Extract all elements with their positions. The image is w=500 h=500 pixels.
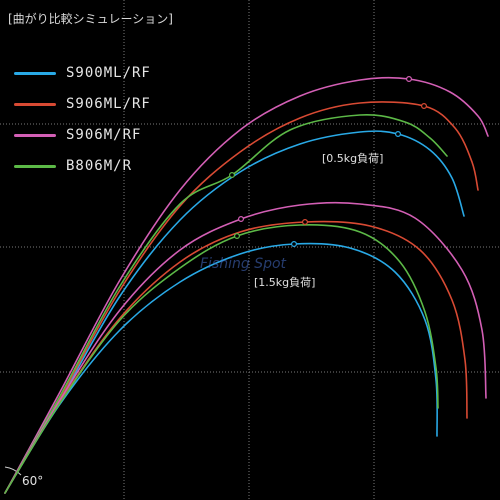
- curve-marker-0: [395, 131, 402, 138]
- angle-arc: [4, 466, 22, 476]
- legend-swatch: [14, 164, 56, 168]
- curve-s900mlrf-05kg: [4, 130, 465, 494]
- legend-label: S906ML/RF: [66, 96, 151, 112]
- angle-label: 60°: [22, 474, 44, 488]
- curve-markers: [229, 75, 428, 248]
- curve-s900mlrf-15kg: [4, 242, 438, 494]
- legend-swatch: [14, 71, 56, 75]
- curve-marker-6: [238, 216, 245, 223]
- curve-marker-3: [229, 172, 236, 179]
- legend-item-s906m: S906M/RF: [14, 125, 141, 145]
- curve-s906mrf-05kg: [4, 76, 489, 494]
- watermark-logo: Fishing Spot: [200, 256, 287, 272]
- legend-label: S900ML/RF: [66, 65, 151, 81]
- curve-marker-4: [291, 241, 298, 248]
- legend-label: B806M/R: [66, 158, 133, 174]
- curve-s906mlrf-05kg: [4, 101, 479, 494]
- legend-swatch: [14, 133, 56, 137]
- legend-item-b806m: B806M/R: [14, 156, 132, 176]
- curve-s906mlrf-15kg: [4, 220, 468, 494]
- load-label-05kg: [0.5kg負荷]: [322, 152, 384, 165]
- legend-swatch: [14, 102, 56, 106]
- bend-curves: [4, 76, 489, 494]
- curve-b806mr-15kg: [4, 224, 439, 494]
- angle-arc-path: [4, 466, 22, 476]
- legend-label: S906M/RF: [66, 127, 142, 143]
- curve-marker-2: [406, 75, 413, 82]
- chart-title: [曲がり比較シミュレーション]: [8, 12, 173, 26]
- curve-marker-5: [302, 219, 309, 226]
- load-label-15kg: [1.5kg負荷]: [254, 276, 316, 289]
- curve-marker-1: [421, 102, 428, 109]
- curve-s906mrf-15kg: [4, 201, 487, 494]
- legend-item-s906ml: S906ML/RF: [14, 94, 151, 114]
- legend-item-s900ml: S900ML/RF: [14, 63, 151, 83]
- curve-marker-7: [234, 233, 241, 240]
